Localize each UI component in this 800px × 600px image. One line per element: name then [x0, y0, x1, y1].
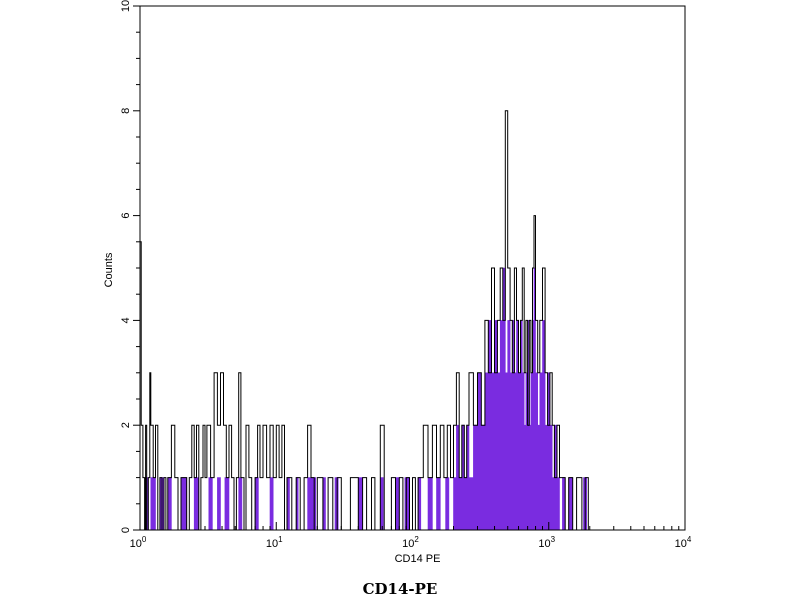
x-tick-label: 103 — [538, 535, 555, 550]
y-tick-label: 10 — [120, 0, 132, 12]
y-axis: 0 2 4 6 8 10 — [120, 0, 140, 533]
x-axis-label: CD14 PE — [395, 553, 441, 565]
y-axis-label: Counts — [103, 252, 115, 287]
y-tick-label: 0 — [120, 527, 132, 533]
histogram-series — [139, 110, 590, 531]
x-tick-label: 100 — [130, 535, 147, 550]
x-tick-label: 104 — [675, 535, 692, 550]
x-axis: 100 101 102 103 104 — [130, 522, 692, 550]
histogram-fill-series — [145, 267, 588, 531]
plot-frame — [139, 5, 686, 531]
y-tick-label: 8 — [120, 108, 132, 114]
y-tick-label: 2 — [120, 422, 132, 428]
y-tick-label: 6 — [120, 213, 132, 219]
histogram-outline-series — [139, 110, 590, 531]
x-tick-label: 102 — [402, 535, 419, 550]
y-tick-label: 4 — [120, 317, 132, 323]
x-tick-label: 101 — [266, 535, 283, 550]
figure-caption: CD14-PE — [362, 580, 438, 598]
